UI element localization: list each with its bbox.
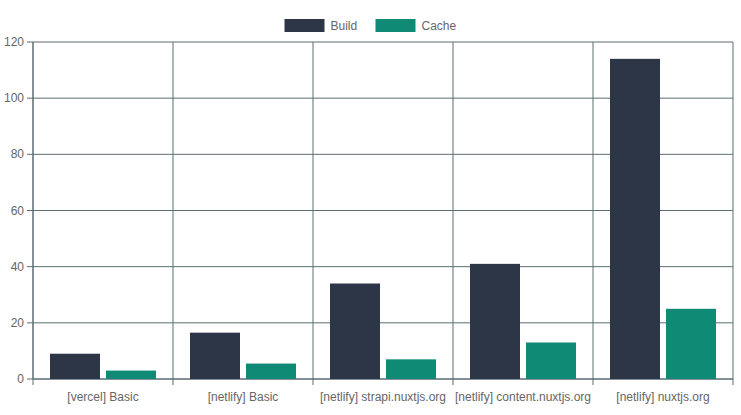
x-tick-label: [netlify] nuxtjs.org	[616, 390, 709, 404]
bars	[50, 59, 716, 379]
bar	[330, 284, 380, 379]
category-grid-line	[733, 42, 734, 385]
legend-label: Build	[331, 19, 358, 33]
bar	[386, 359, 436, 379]
bar	[526, 342, 576, 379]
y-axis	[33, 42, 34, 379]
y-tick-label: 0	[17, 372, 24, 386]
chart-svg: 0 20 40 60 80 100 120 [vercel] Basic [netlify] B…	[0, 0, 741, 415]
y-tick	[27, 322, 33, 323]
category-grid-line	[173, 42, 174, 385]
y-tick	[27, 379, 33, 380]
legend-label: Cache	[422, 19, 457, 33]
legend-swatch	[285, 19, 325, 32]
y-tick-label: 20	[11, 316, 25, 330]
grid-line	[33, 42, 733, 43]
y-tick-label: 80	[11, 147, 25, 161]
x-tick-label: [netlify] content.nuxtjs.org	[455, 390, 591, 404]
y-tick-label: 40	[11, 260, 25, 274]
y-tick-label: 100	[4, 91, 24, 105]
legend-swatch	[376, 19, 416, 32]
y-tick	[27, 98, 33, 99]
y-tick	[27, 210, 33, 211]
x-tick-label: [netlify] Basic	[208, 390, 279, 404]
category-grid-line	[593, 42, 594, 385]
y-tick	[27, 266, 33, 267]
bar	[470, 264, 520, 379]
bar	[50, 354, 100, 379]
category-grid-line	[313, 42, 314, 385]
x-tick-label: [netlify] strapi.nuxtjs.org	[320, 390, 446, 404]
bar	[610, 59, 660, 379]
x-tick-label: [vercel] Basic	[67, 390, 138, 404]
legend: Build Cache	[285, 19, 457, 33]
bar	[246, 364, 296, 379]
category-grid-line	[453, 42, 454, 385]
bar	[666, 309, 716, 379]
bar	[106, 371, 156, 379]
y-tick	[27, 42, 33, 43]
y-tick-label: 60	[11, 204, 25, 218]
y-tick	[27, 154, 33, 155]
chart-container: 0 20 40 60 80 100 120 [vercel] Basic [netlify] B…	[0, 0, 741, 415]
category-grid-line	[33, 42, 34, 385]
y-tick-label: 120	[4, 35, 24, 49]
bar	[190, 333, 240, 379]
